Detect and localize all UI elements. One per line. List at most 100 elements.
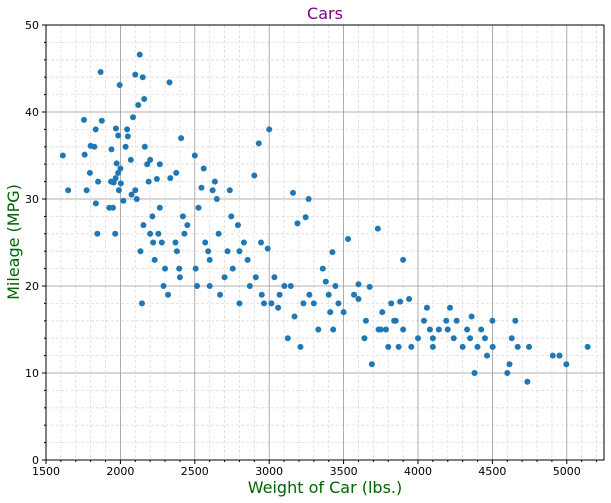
point xyxy=(435,326,442,333)
point xyxy=(258,291,265,298)
x-axis-label: Weight of Car (lbs.) xyxy=(248,478,402,497)
point xyxy=(305,196,312,202)
point xyxy=(444,326,451,333)
point xyxy=(459,343,466,350)
point xyxy=(489,343,496,350)
point xyxy=(181,230,188,237)
point xyxy=(156,161,163,168)
point xyxy=(306,291,313,298)
point xyxy=(94,230,101,237)
point xyxy=(236,248,243,255)
point xyxy=(179,213,186,220)
point xyxy=(276,291,283,298)
x-tick-label: 2000 xyxy=(106,465,134,478)
y-tick-label: 10 xyxy=(25,367,39,380)
point xyxy=(147,156,154,163)
point xyxy=(377,326,384,333)
point xyxy=(116,82,123,89)
point xyxy=(172,239,179,246)
point xyxy=(160,283,167,289)
point xyxy=(127,156,134,163)
point xyxy=(130,114,137,121)
point xyxy=(329,249,336,256)
point xyxy=(173,248,180,255)
point xyxy=(563,361,570,368)
x-tick-label: 3000 xyxy=(255,465,283,478)
point xyxy=(139,74,146,81)
point xyxy=(355,281,362,288)
point xyxy=(397,298,404,305)
y-axis-label: Mileage (MPG) xyxy=(4,184,23,300)
point xyxy=(252,274,259,281)
point xyxy=(165,291,172,298)
point xyxy=(136,51,143,58)
point xyxy=(258,239,265,246)
point xyxy=(97,68,104,75)
point xyxy=(151,256,158,263)
point xyxy=(450,335,457,342)
point xyxy=(113,160,120,167)
point xyxy=(80,116,87,123)
point xyxy=(162,265,169,272)
point xyxy=(330,326,337,333)
point xyxy=(512,317,519,324)
point xyxy=(297,343,304,350)
point xyxy=(184,222,191,229)
point xyxy=(128,191,135,198)
point xyxy=(290,189,297,196)
point xyxy=(213,196,220,202)
point xyxy=(302,214,309,221)
point xyxy=(244,256,251,263)
point xyxy=(400,256,407,263)
point xyxy=(138,300,145,307)
point xyxy=(195,204,202,211)
point xyxy=(115,169,122,176)
point xyxy=(468,313,475,320)
point xyxy=(294,220,301,227)
point xyxy=(429,335,436,342)
point xyxy=(251,172,258,179)
point xyxy=(423,304,430,311)
point xyxy=(351,291,358,298)
point xyxy=(112,175,119,182)
point xyxy=(167,175,174,182)
point xyxy=(260,300,267,307)
point xyxy=(192,265,199,272)
plot-frame xyxy=(45,24,605,461)
point xyxy=(217,291,224,298)
point xyxy=(155,230,162,237)
point xyxy=(388,300,395,307)
point xyxy=(481,335,488,342)
point xyxy=(221,274,228,281)
point xyxy=(95,178,102,185)
point xyxy=(556,352,563,359)
point xyxy=(86,169,93,176)
point xyxy=(124,126,131,133)
point xyxy=(137,248,144,255)
point xyxy=(117,180,124,187)
point xyxy=(141,95,148,102)
y-tick-label: 20 xyxy=(25,280,39,293)
point xyxy=(443,317,450,324)
point xyxy=(122,143,129,150)
point xyxy=(92,126,99,133)
x-tick-label: 4500 xyxy=(478,465,506,478)
point xyxy=(133,196,140,202)
point xyxy=(132,187,139,194)
point xyxy=(526,343,533,350)
point xyxy=(108,146,115,153)
x-tick-label: 3500 xyxy=(330,465,358,478)
point xyxy=(319,265,326,272)
point xyxy=(284,335,291,342)
point xyxy=(140,222,147,229)
point xyxy=(166,79,173,86)
point xyxy=(300,300,307,307)
point xyxy=(315,326,322,333)
point xyxy=(489,317,496,324)
point xyxy=(374,225,381,232)
point xyxy=(368,361,375,368)
y-tick-label: 30 xyxy=(25,193,39,206)
point xyxy=(335,300,342,307)
point xyxy=(549,352,556,359)
